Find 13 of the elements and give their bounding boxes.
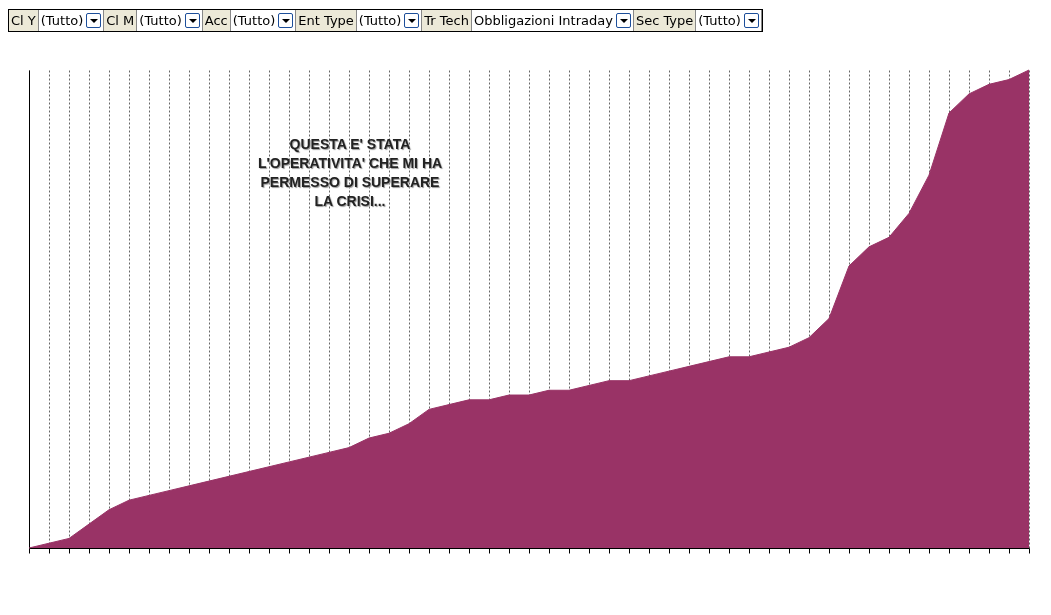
text: Tr Tech [424, 12, 469, 29]
text: Cl Y [11, 12, 36, 29]
text: (Tutto) [358, 12, 402, 29]
text: Obbligazioni Intraday [473, 12, 613, 29]
text: Ent Type [298, 12, 354, 29]
text: Cl M [106, 12, 135, 29]
text: (Tutto) [232, 12, 276, 29]
text: (Tutto) [40, 12, 84, 29]
annotation: QUESTA E' STATA L'OPERATIVITA' CHE MI HA PERMESSO DI SUPERARE LA CRISI... [256, 135, 444, 211]
text: (Tutto) [139, 12, 182, 29]
text: Sec Type [635, 12, 694, 29]
text: Acc [204, 12, 228, 29]
text: (Tutto) [698, 12, 741, 29]
